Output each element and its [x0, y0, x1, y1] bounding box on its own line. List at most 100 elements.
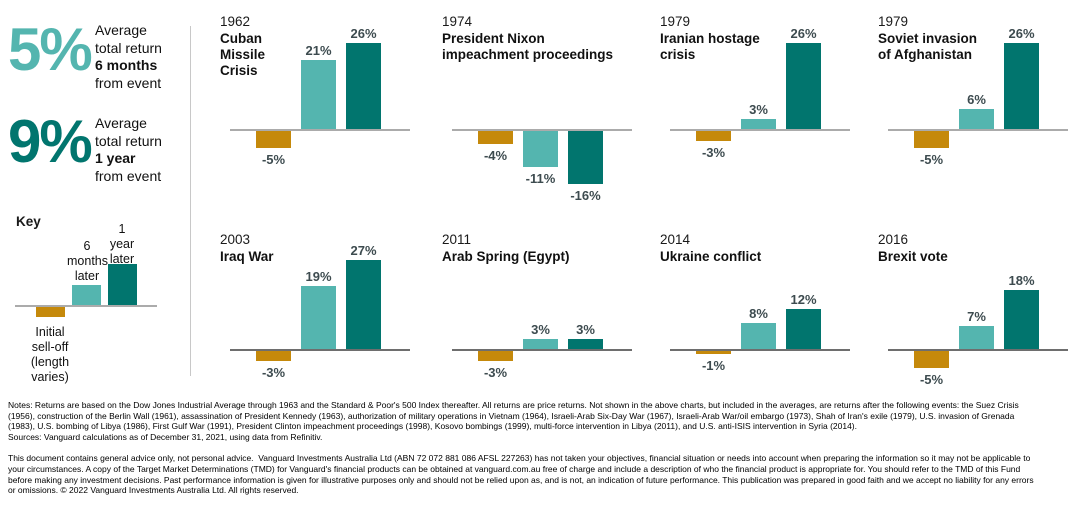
bar-value-label: -16% [570, 187, 601, 203]
one-year-bar [786, 309, 821, 349]
disclaimer-line: before making any investment decisions. … [8, 474, 1034, 485]
stat-6-months-line2: total return [95, 39, 162, 56]
bar-value-label: -11% [525, 171, 556, 187]
stat-1-year-line2: total return [95, 132, 162, 149]
bar-value-label: -3% [261, 364, 286, 380]
bar-value-label: -5% [261, 151, 286, 167]
chart-title: Soviet invasion of Afghanistan [878, 31, 978, 62]
bar-value-label: -5% [919, 371, 944, 387]
six-months-bar [301, 286, 336, 349]
bar-value-label: 26% [1008, 26, 1035, 42]
bar-value-label: -5% [919, 151, 944, 167]
six-months-bar [959, 109, 994, 129]
bar-value-label: -1% [701, 358, 726, 374]
bar-value-label: 18% [1008, 272, 1035, 288]
chart-year: 1974 [442, 14, 473, 29]
stat-6-months-value: 5% [8, 16, 93, 83]
key-6-months-label: 6 months later [67, 239, 108, 283]
chart: 2016 Brexit vote -5% 7% 18% [873, 228, 1078, 438]
stat-1-year-line4: from event [95, 167, 162, 184]
one-year-bar [1004, 289, 1039, 349]
bar-value-label: 12% [790, 292, 817, 308]
disclaimer-text: This document contains general advice on… [8, 453, 1034, 496]
notes-line: Sources: Vanguard calculations as of Dec… [8, 431, 323, 442]
chart-title: Iranian hostage crisis [660, 31, 760, 62]
chart-title: Iraq War [220, 249, 274, 264]
chart-year: 2003 [220, 232, 251, 247]
bar-value-label: 26% [790, 26, 817, 42]
key-initial-selloff-label: Initial sell-off (length varies) [30, 325, 70, 384]
six-months-bar [741, 322, 776, 349]
chart-year: 1979 [878, 14, 909, 29]
notes-line: Notes: Returns are based on the Dow Jone… [8, 400, 1019, 410]
one-year-bar [568, 339, 603, 349]
chart: 2014 Ukraine conflict -1% 8% 12% [655, 228, 877, 438]
initial-selloff-bar [478, 131, 513, 145]
initial-selloff-bar [256, 351, 291, 361]
stat-1-year-line1: Average [95, 115, 147, 131]
chart: 2011 Arab Spring (Egypt) -3% 3% 3% [437, 228, 659, 438]
bar-value-label: 3% [531, 322, 550, 338]
stat-1-year-value: 9% [8, 108, 93, 175]
bar-value-label: 3% [749, 102, 768, 118]
disclaimer-line: or omissions. © 2022 Vanguard Investment… [8, 485, 299, 496]
notes-text: Notes: Returns are based on the Dow Jone… [8, 400, 1019, 442]
initial-selloff-bar [914, 351, 949, 368]
chart: 1979 Soviet invasion of Afghanistan -5% 6% 2… [873, 10, 1078, 220]
one-year-bar [1004, 43, 1039, 129]
initial-selloff-bar [478, 351, 513, 361]
chart-year: 2016 [878, 232, 909, 247]
key-6-months-bar [72, 285, 101, 305]
key-axis-line [15, 305, 157, 307]
chart-year: 2014 [660, 232, 691, 247]
bar-value-label: 21% [305, 42, 332, 58]
six-months-bar [523, 339, 558, 349]
bar-value-label: -3% [483, 364, 508, 380]
initial-selloff-bar [914, 131, 949, 148]
six-months-bar [523, 131, 558, 168]
bar-value-label: 3% [576, 322, 595, 338]
key-initial-selloff-bar [36, 307, 65, 317]
axis-line [452, 129, 632, 131]
bar-value-label: 27% [350, 242, 377, 258]
one-year-bar [786, 43, 821, 129]
one-year-bar [346, 43, 381, 129]
key-title: Key [16, 214, 41, 229]
bar-value-label: 26% [350, 26, 377, 42]
axis-line [230, 349, 410, 351]
notes-line: (1983), U.S. bombing of Libya (1986), Fi… [8, 421, 857, 432]
chart-title: Cuban Missile Crisis [220, 31, 266, 78]
stat-1-year-line3: 1 year [95, 150, 136, 166]
one-year-bar [568, 131, 603, 184]
six-months-bar [959, 325, 994, 349]
axis-line [888, 349, 1068, 351]
chart: 1979 Iranian hostage crisis -3% 3% 26% [655, 10, 877, 220]
stat-6-months-line4: from event [95, 74, 162, 91]
stat-6-months-line3: 6 months [95, 57, 158, 73]
chart: 2003 Iraq War -3% 19% 27% [215, 228, 437, 438]
key-1-year-label: 1 year later [109, 222, 135, 266]
stat-1-year-label: Average total return 1 year from event [95, 115, 162, 185]
axis-line [670, 129, 850, 131]
initial-selloff-bar [256, 131, 291, 148]
axis-line [230, 129, 410, 131]
six-months-bar [741, 119, 776, 129]
chart-year: 1962 [220, 14, 251, 29]
bar-value-label: 8% [749, 305, 768, 321]
chart-year: 2011 [442, 232, 472, 247]
chart: 1962 Cuban Missile Crisis -5% 21% 26% [215, 10, 437, 220]
chart-title: Ukraine conflict [660, 249, 762, 264]
bar-value-label: 6% [967, 92, 986, 108]
stat-6-months-label: Average total return 6 months from event [95, 22, 162, 92]
chart: 1974 President Nixon impeachment proceedi… [437, 10, 659, 220]
disclaimer-line: your circumstances. A copy of the Target… [8, 463, 1021, 474]
bar-value-label: -3% [701, 144, 726, 160]
stat-6-months-line1: Average [95, 22, 147, 38]
axis-line [888, 129, 1068, 131]
initial-selloff-bar [696, 351, 731, 355]
chart-title: Brexit vote [878, 249, 948, 264]
initial-selloff-bar [696, 131, 731, 141]
bar-value-label: 7% [967, 308, 986, 324]
